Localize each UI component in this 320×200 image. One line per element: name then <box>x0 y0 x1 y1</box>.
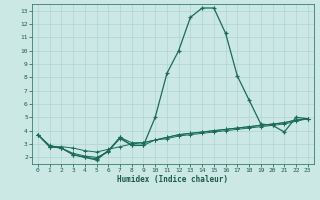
X-axis label: Humidex (Indice chaleur): Humidex (Indice chaleur) <box>117 175 228 184</box>
